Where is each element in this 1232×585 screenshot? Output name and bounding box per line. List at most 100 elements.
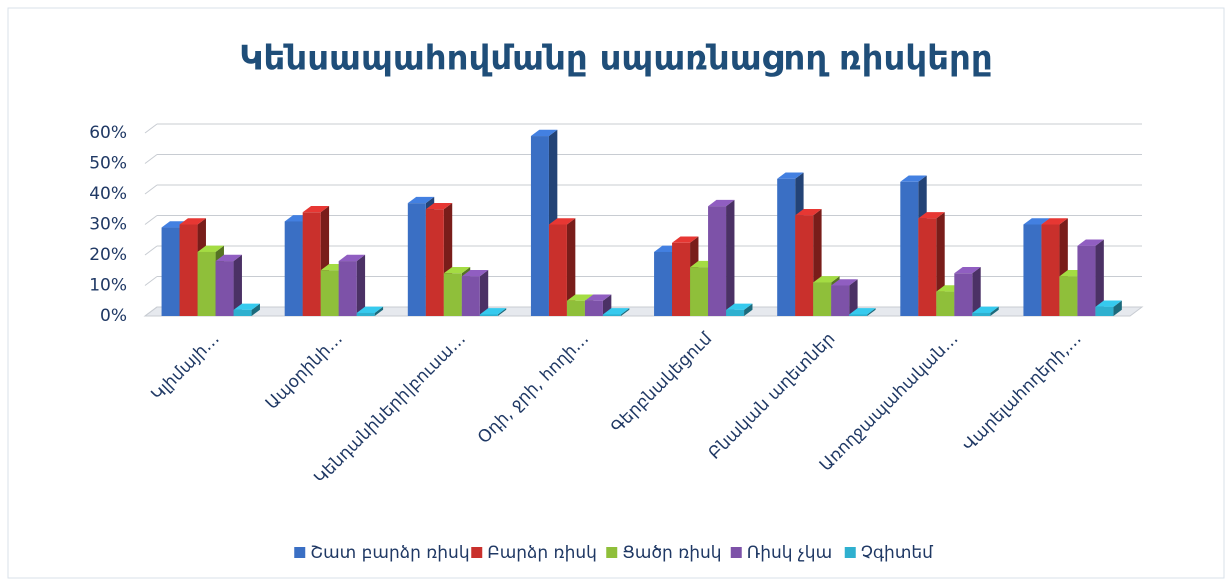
bar bbox=[338, 254, 366, 316]
bar-front bbox=[1095, 306, 1114, 316]
legend-swatch bbox=[730, 547, 742, 558]
bar-front bbox=[795, 215, 814, 316]
bar-top bbox=[215, 254, 242, 262]
grid-line-side bbox=[144, 154, 158, 164]
bar-top bbox=[1077, 239, 1104, 246]
bar-top bbox=[1095, 300, 1122, 307]
bar-top bbox=[479, 308, 507, 315]
bar-front bbox=[407, 203, 426, 316]
bar-front bbox=[425, 209, 444, 316]
bar-front bbox=[708, 206, 727, 316]
bar-side bbox=[726, 199, 735, 316]
bar-side bbox=[356, 254, 366, 316]
bar-front bbox=[1077, 245, 1096, 316]
bar-top bbox=[777, 172, 804, 179]
bar-top bbox=[443, 267, 471, 274]
bar-front bbox=[1059, 276, 1078, 316]
bar bbox=[548, 218, 576, 316]
bar-front bbox=[530, 136, 549, 316]
grid-line-side bbox=[144, 184, 158, 195]
bar-top bbox=[900, 175, 927, 182]
bar-front bbox=[672, 242, 691, 316]
bar-top bbox=[338, 254, 366, 262]
bar-top bbox=[831, 279, 858, 286]
bar-front bbox=[1041, 224, 1060, 316]
bar-top bbox=[233, 303, 260, 310]
bar-top bbox=[849, 308, 876, 315]
y-tick-label: 10% bbox=[89, 276, 127, 296]
bar-front bbox=[215, 261, 234, 316]
bar bbox=[918, 212, 945, 316]
legend-label: Շատ բարձր ռիսկ bbox=[310, 543, 469, 563]
bar-top bbox=[425, 202, 453, 210]
bar-side bbox=[479, 270, 489, 316]
bar-side bbox=[374, 306, 384, 316]
bar-front bbox=[566, 300, 585, 316]
bar-side bbox=[972, 267, 981, 316]
bar-front bbox=[233, 309, 252, 316]
bar-front bbox=[1023, 224, 1042, 316]
bar-side bbox=[566, 218, 576, 316]
bar-top bbox=[197, 245, 224, 252]
bar-side bbox=[497, 308, 507, 316]
bar-front bbox=[849, 314, 868, 316]
bar-front bbox=[284, 221, 303, 316]
bar-top bbox=[602, 308, 630, 315]
y-tick-label: 20% bbox=[89, 245, 127, 265]
bar bbox=[1095, 300, 1122, 316]
bar-front bbox=[602, 314, 621, 316]
bar-top bbox=[1041, 218, 1068, 225]
bar-side bbox=[1113, 300, 1122, 316]
bar-top bbox=[954, 267, 981, 274]
bar-front bbox=[690, 267, 709, 316]
bar-top bbox=[795, 209, 822, 216]
bar-top bbox=[407, 196, 435, 204]
bar bbox=[215, 254, 242, 316]
legend-label: Ցածր ռիսկ bbox=[622, 543, 721, 563]
bar-top bbox=[1023, 218, 1050, 225]
legend-label: Չգիտեմ bbox=[861, 543, 933, 563]
legend-swatch bbox=[844, 547, 856, 558]
bar-front bbox=[443, 273, 462, 316]
bar-side bbox=[251, 303, 260, 316]
bar-front bbox=[972, 312, 991, 316]
bar-side bbox=[744, 303, 753, 316]
bar-front bbox=[813, 282, 832, 316]
bar bbox=[1077, 239, 1104, 316]
bar-top bbox=[672, 236, 699, 243]
bar-top bbox=[302, 206, 330, 213]
bar-top bbox=[179, 218, 206, 225]
legend-swatch bbox=[294, 547, 306, 558]
bar-front bbox=[548, 224, 567, 316]
bar bbox=[461, 270, 489, 316]
bar bbox=[972, 306, 999, 316]
grid-line-side bbox=[144, 215, 158, 225]
bar-front bbox=[831, 285, 850, 316]
bar-front bbox=[161, 227, 180, 316]
bar-top bbox=[972, 306, 999, 313]
bar-side bbox=[849, 279, 858, 316]
bar-front bbox=[320, 270, 339, 316]
bar-front bbox=[356, 312, 375, 316]
bar-side bbox=[620, 308, 630, 316]
bar bbox=[831, 279, 858, 316]
grid-line-side bbox=[144, 276, 158, 286]
bar bbox=[954, 267, 981, 316]
y-tick-label: 30% bbox=[89, 215, 127, 235]
bar-side bbox=[233, 254, 242, 316]
bar-top bbox=[813, 276, 840, 283]
bar-top bbox=[584, 294, 612, 301]
bar-top bbox=[461, 270, 489, 277]
bar-front bbox=[302, 212, 321, 316]
grid-line-side bbox=[144, 306, 158, 317]
y-tick-label: 50% bbox=[89, 154, 127, 174]
bar bbox=[356, 306, 384, 316]
bar-top bbox=[708, 199, 735, 207]
bar bbox=[233, 303, 260, 316]
legend-swatch bbox=[471, 547, 483, 558]
bar-side bbox=[1095, 239, 1104, 316]
bar-top bbox=[566, 294, 594, 301]
y-tick-label: 40% bbox=[89, 184, 127, 204]
grid-line-side bbox=[144, 123, 158, 134]
